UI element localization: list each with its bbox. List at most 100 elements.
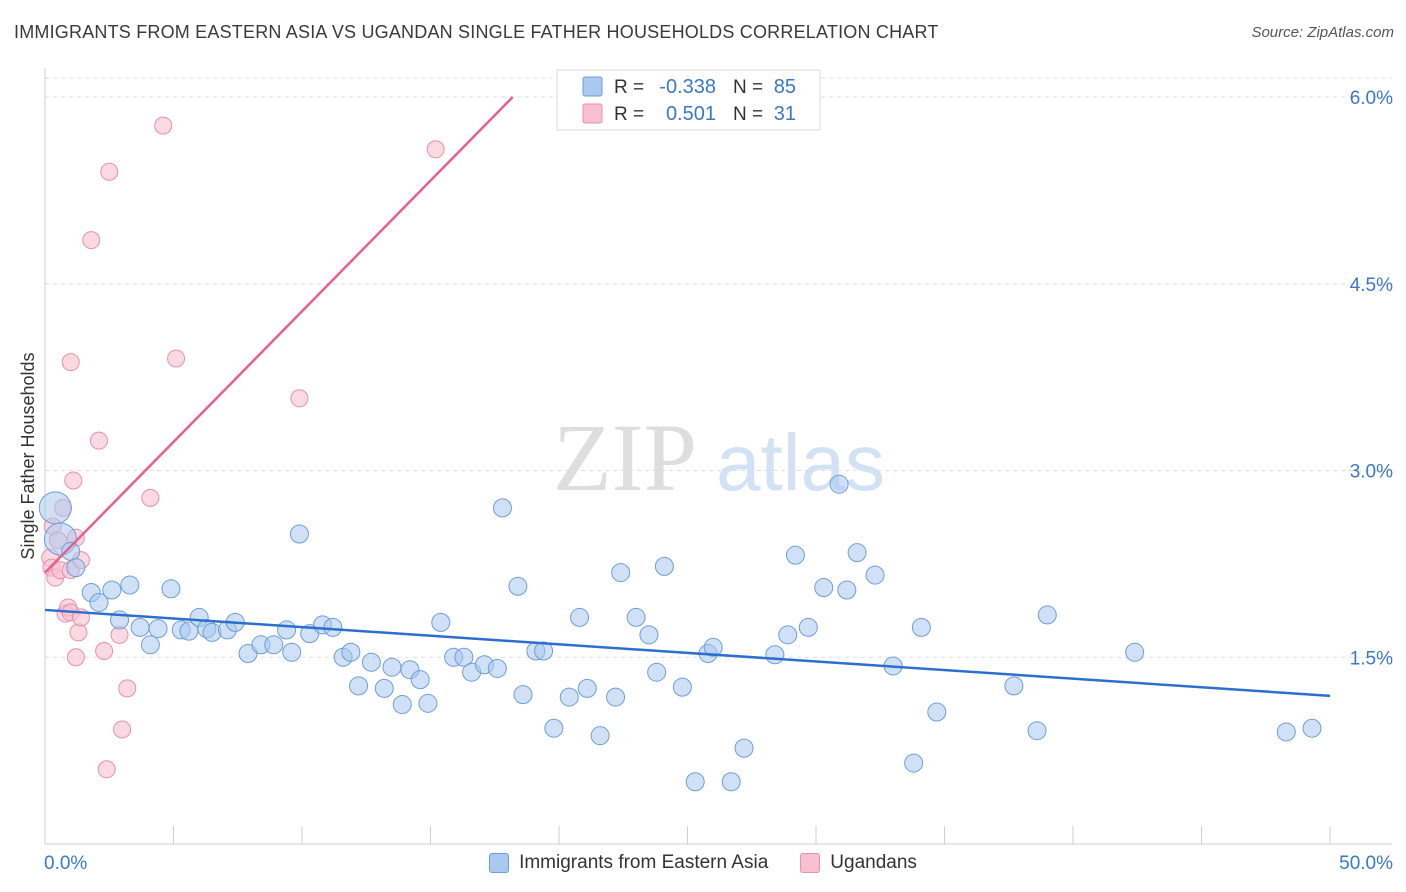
ugandans-point-10: [61, 353, 80, 372]
eastern-asia-point-58: [639, 625, 659, 645]
eastern-asia-point-54: [590, 726, 610, 746]
ugandans-point-20: [97, 760, 116, 779]
eastern-asia-point-69: [785, 545, 805, 565]
eastern-asia-point-41: [454, 647, 474, 667]
eastern-asia-point-61: [672, 677, 692, 697]
eastern-asia-point-74: [847, 543, 867, 563]
eastern-asia-point-64: [685, 772, 705, 792]
eastern-asia-point-32: [361, 652, 381, 672]
eastern-asia-point-23: [277, 620, 297, 640]
ugandans-point-23: [113, 720, 132, 739]
stats-n-value-2: 31: [774, 103, 796, 125]
legend-label-ugandans: Ugandans: [830, 852, 917, 873]
eastern-asia-point-37: [410, 670, 430, 690]
eastern-asia-point-57: [626, 607, 646, 627]
legend-swatch-pink: [800, 853, 821, 873]
source-label: Source: ZipAtlas.com: [1251, 24, 1394, 41]
eastern-asia-point-51: [559, 687, 579, 707]
eastern-asia-point-56: [611, 563, 631, 583]
eastern-asia-point-25: [289, 524, 309, 544]
eastern-asia-point-8: [120, 575, 140, 595]
eastern-asia-point-45: [492, 498, 512, 518]
ugandans-point-18: [89, 431, 108, 450]
legend-item-eastern-asia: Immigrants from Eastern Asia: [489, 852, 768, 874]
ugandans-point-29: [426, 140, 445, 159]
stats-n-value-1: 85: [774, 76, 796, 98]
stats-swatch-blue: [582, 76, 603, 97]
eastern-asia-point-78: [911, 617, 931, 637]
eastern-asia-point-81: [1027, 721, 1047, 741]
eastern-asia-point-53: [577, 678, 597, 698]
eastern-asia-point-22: [264, 635, 284, 655]
eastern-asia-point-39: [431, 612, 451, 632]
eastern-asia-point-75: [865, 565, 885, 585]
ugandans-point-13: [66, 648, 85, 667]
eastern-asia-point-85: [1302, 718, 1322, 738]
eastern-asia-point-60: [654, 556, 674, 576]
eastern-asia-point-30: [341, 642, 361, 662]
eastern-asia-point-0: [38, 491, 72, 525]
trend-lines: [44, 96, 1331, 698]
trend-line-ugandans: [44, 96, 514, 574]
eastern-asia-point-68: [778, 625, 798, 645]
stats-n-label-1: N =: [733, 77, 763, 98]
eastern-asia-point-80: [1004, 676, 1024, 696]
eastern-asia-point-46: [508, 576, 528, 596]
stats-legend: R = -0.338 N = 85 R = 0.501 N = 31: [556, 69, 821, 131]
eastern-asia-point-38: [418, 693, 438, 713]
eastern-asia-point-50: [544, 718, 564, 738]
eastern-asia-point-59: [647, 662, 667, 682]
eastern-asia-point-79: [927, 702, 947, 722]
tick-labels: 1.5% 3.0% 4.5% 6.0% 0.0% 50.0%: [44, 88, 1393, 874]
eastern-asia-point-65: [721, 772, 741, 792]
ugandans-point-11: [64, 471, 83, 490]
x-tick-label-min: 0.0%: [44, 853, 87, 874]
watermark-atlas: atlas: [716, 418, 885, 507]
ugandans-point-28: [290, 389, 309, 408]
eastern-asia-point-73: [837, 580, 857, 600]
eastern-asia-point-9: [130, 617, 150, 637]
stats-r-label-2: R =: [614, 104, 644, 125]
eastern-asia-point-35: [392, 695, 412, 715]
eastern-asia-point-83: [1125, 642, 1145, 662]
eastern-asia-point-77: [904, 753, 924, 773]
eastern-asia-point-44: [487, 658, 507, 678]
eastern-asia-point-28: [323, 617, 343, 637]
eastern-asia-point-12: [161, 579, 181, 599]
eastern-asia-point-11: [148, 619, 168, 639]
eastern-asia-point-82: [1037, 605, 1057, 625]
ugandans-point-24: [118, 679, 137, 698]
stats-swatch-pink: [582, 103, 603, 124]
chart-title: IMMIGRANTS FROM EASTERN ASIA VS UGANDAN …: [14, 22, 939, 42]
eastern-asia-point-84: [1276, 722, 1296, 742]
ugandans-point-25: [141, 488, 160, 507]
eastern-asia-point-71: [814, 578, 834, 598]
x-tick-label-max: 50.0%: [1339, 853, 1393, 874]
legend-item-ugandans: Ugandans: [800, 852, 917, 874]
eastern-asia-point-5: [89, 592, 109, 612]
eastern-asia-point-33: [374, 678, 394, 698]
stats-r-label-1: R =: [614, 77, 644, 98]
ugandans-point-27: [167, 349, 186, 368]
trend-line-eastern-asia: [44, 608, 1331, 698]
stats-r-value-1: -0.338: [659, 76, 716, 98]
ugandans-point-14: [69, 623, 88, 642]
y-tick-label-1: 3.0%: [1350, 462, 1393, 483]
eastern-asia-points: [38, 474, 1322, 792]
eastern-asia-point-24: [282, 642, 302, 662]
eastern-asia-point-6: [102, 580, 122, 600]
ugandans-points: [41, 116, 445, 779]
eastern-asia-point-52: [570, 607, 590, 627]
eastern-asia-point-34: [382, 657, 402, 677]
ugandans-point-21: [100, 162, 119, 181]
eastern-asia-point-10: [140, 635, 160, 655]
eastern-asia-point-66: [734, 738, 754, 758]
eastern-asia-point-63: [703, 637, 723, 657]
ugandans-point-19: [95, 642, 114, 661]
y-tick-label-3: 6.0%: [1350, 88, 1393, 109]
series-legend: Immigrants from Eastern Asia Ugandans: [0, 852, 1406, 874]
eastern-asia-point-70: [798, 617, 818, 637]
ugandans-point-17: [82, 231, 101, 250]
axes: [44, 68, 1392, 845]
